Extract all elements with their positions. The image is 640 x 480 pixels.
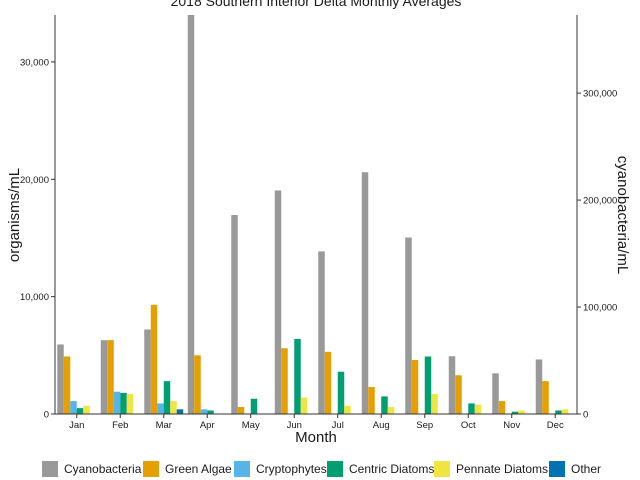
x-tick-label-jan: Jan — [69, 420, 84, 431]
bar-green-algae-jun — [281, 348, 288, 414]
bar-pennate-diatoms-jun — [300, 397, 308, 414]
right-tick-label: 200,000 — [583, 196, 617, 207]
bar-cyanobacteria-feb — [100, 340, 108, 414]
chart-title: 2018 Southern Interior Delta Monthly Ave… — [171, 0, 462, 9]
legend-item-centric-diatoms: Centric Diatoms — [327, 461, 434, 477]
legend: Cyanobacteria Green Algae Cryptophytes Cent… — [42, 461, 601, 477]
legend-swatch — [143, 461, 159, 477]
bar-cyanobacteria-oct — [448, 356, 456, 414]
bar-cryptophytes-apr — [200, 409, 208, 414]
bar-cyanobacteria-jun — [274, 190, 282, 414]
legend-item-other: Other — [549, 461, 601, 477]
x-tick-label-may: May — [242, 420, 260, 431]
bar-pennate-diatoms-dec — [561, 409, 569, 414]
bar-green-algae-sep — [411, 360, 419, 414]
x-tick-label-oct: Oct — [461, 420, 476, 431]
x-tick-label-jul: Jul — [332, 420, 344, 431]
left-tick-label: 20,000 — [20, 175, 49, 186]
bar-green-algae-aug — [368, 387, 375, 414]
bar-cyanobacteria-dec — [535, 359, 543, 414]
bar-centric-diatoms-nov — [511, 411, 519, 414]
bar-other-mar — [176, 409, 184, 414]
left-tick-label: 0 — [44, 410, 49, 421]
bar-pennate-diatoms-mar — [170, 401, 177, 414]
legend-label: Cyanobacteria — [64, 462, 142, 476]
legend-item-cyanobacteria: Cyanobacteria — [42, 461, 142, 477]
bar-green-algae-nov — [498, 401, 506, 414]
right-ticks: 0 100,000 200,000 300,000 — [577, 89, 617, 421]
right-tick-label: 0 — [583, 410, 588, 421]
bars-layer — [57, 15, 569, 414]
bar-pennate-diatoms-jul — [344, 405, 351, 414]
left-ticks: 0 10,000 20,000 30,000 — [20, 57, 55, 421]
bar-centric-diatoms-jun — [294, 338, 301, 414]
bar-cryptophytes-jan — [70, 401, 77, 414]
bar-centric-diatoms-aug — [381, 396, 388, 414]
bar-green-algae-apr — [194, 355, 201, 414]
bar-centric-diatoms-sep — [424, 356, 432, 414]
bar-green-algae-jan — [63, 356, 71, 414]
x-tick-label-jun: Jun — [287, 420, 302, 431]
legend-label: Cryptophytes — [256, 462, 327, 476]
bar-centric-diatoms-oct — [468, 403, 475, 414]
bar-pennate-diatoms-nov — [518, 410, 525, 414]
bar-green-algae-may — [237, 406, 245, 414]
bar-cyanobacteria-jan — [57, 344, 64, 414]
left-axis-label: organisms/mL — [6, 168, 23, 262]
bar-pennate-diatoms-aug — [387, 406, 395, 414]
bar-green-algae-jul — [324, 351, 332, 414]
bar-green-algae-mar — [150, 304, 158, 414]
x-tick-label-aug: Aug — [373, 420, 390, 431]
legend-swatch — [42, 461, 58, 477]
legend-swatch — [434, 461, 450, 477]
x-tick-label-nov: Nov — [503, 420, 520, 431]
right-tick-label: 100,000 — [583, 303, 617, 314]
bar-cyanobacteria-may — [231, 215, 238, 414]
bar-green-algae-feb — [107, 340, 114, 414]
bar-centric-diatoms-mar — [163, 381, 171, 414]
legend-item-pennate-diatoms: Pennate Diatoms — [434, 461, 548, 477]
bar-cyanobacteria-jul — [318, 251, 325, 414]
legend-label: Centric Diatoms — [349, 462, 434, 476]
x-tick-label-feb: Feb — [112, 420, 128, 431]
right-tick-label: 300,000 — [583, 89, 617, 100]
bar-centric-diatoms-feb — [120, 392, 127, 414]
legend-label: Other — [571, 462, 601, 476]
left-tick-label: 30,000 — [20, 57, 49, 68]
bar-centric-diatoms-dec — [555, 410, 562, 414]
x-tick-label-apr: Apr — [200, 420, 215, 431]
bar-cyanobacteria-sep — [405, 237, 412, 414]
bar-centric-diatoms-jan — [76, 408, 84, 414]
x-tick-label-sep: Sep — [416, 420, 433, 431]
x-ticks: Jan Feb Mar Apr May Jun Jul Aug Sep Oct Nov Dec — [69, 414, 564, 431]
left-tick-label: 10,000 — [20, 292, 49, 303]
bar-centric-diatoms-jul — [337, 371, 345, 414]
x-tick-label-dec: Dec — [547, 420, 564, 431]
x-axis-label: Month — [295, 429, 337, 446]
legend-swatch — [327, 461, 343, 477]
bar-cyanobacteria-apr — [187, 15, 195, 414]
legend-item-green-algae: Green Algae — [143, 461, 232, 477]
bar-pennate-diatoms-feb — [126, 394, 134, 414]
x-tick-label-mar: Mar — [156, 420, 172, 431]
bar-centric-diatoms-may — [250, 398, 258, 414]
legend-label: Green Algae — [165, 462, 232, 476]
bar-centric-diatoms-apr — [207, 410, 214, 414]
bar-cyanobacteria-nov — [492, 373, 499, 414]
bar-green-algae-oct — [455, 375, 462, 414]
legend-item-cryptophytes: Cryptophytes — [234, 461, 327, 477]
bar-green-algae-dec — [542, 381, 549, 414]
bar-cryptophytes-mar — [157, 403, 164, 414]
bar-cyanobacteria-mar — [144, 329, 151, 414]
bar-cyanobacteria-aug — [361, 172, 369, 414]
right-axis-label: cyanobacteria/mL — [614, 156, 631, 274]
legend-swatch — [234, 461, 250, 477]
bar-pennate-diatoms-jan — [83, 405, 90, 414]
legend-swatch — [549, 461, 565, 477]
bar-pennate-diatoms-oct — [474, 404, 482, 414]
bar-pennate-diatoms-sep — [431, 394, 438, 414]
legend-label: Pennate Diatoms — [456, 462, 548, 476]
bar-cryptophytes-feb — [113, 391, 121, 414]
